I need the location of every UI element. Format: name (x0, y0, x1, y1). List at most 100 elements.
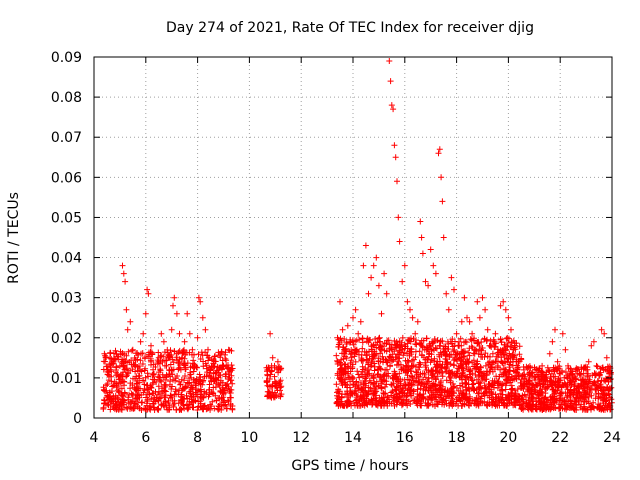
data-point (189, 346, 196, 353)
data-point (426, 378, 432, 385)
data-point (546, 368, 553, 375)
data-point (220, 394, 227, 401)
data-point (116, 376, 123, 383)
data-point (216, 405, 223, 412)
data-point (173, 406, 180, 413)
data-point (422, 278, 429, 285)
data-point (498, 387, 505, 394)
data-point (443, 290, 450, 297)
data-point (121, 389, 128, 396)
data-point (361, 378, 368, 384)
data-point (264, 366, 271, 373)
data-point (150, 390, 157, 397)
data-point (277, 366, 284, 373)
data-point (274, 358, 281, 365)
data-point (404, 368, 410, 375)
data-point (198, 388, 205, 395)
data-point (523, 394, 529, 400)
data-point (155, 398, 162, 404)
data-point (224, 397, 231, 404)
data-point (105, 402, 112, 409)
data-point (585, 373, 592, 380)
data-point (396, 355, 403, 362)
data-point (572, 401, 579, 408)
data-point (337, 298, 343, 305)
data-point (398, 402, 405, 409)
data-point (481, 335, 488, 342)
data-point (438, 378, 444, 384)
data-point (433, 387, 440, 394)
data-point (430, 262, 437, 269)
data-point (120, 363, 127, 370)
data-point (138, 399, 145, 406)
data-point (195, 294, 202, 301)
data-point (474, 339, 481, 345)
data-point (444, 351, 450, 358)
data-point (561, 374, 568, 381)
data-point (197, 391, 204, 398)
data-point (510, 337, 517, 344)
data-point (599, 397, 606, 404)
data-point (180, 360, 187, 367)
data-point (223, 357, 230, 364)
data-point (552, 326, 558, 333)
data-point (493, 373, 500, 380)
chart-title: Day 274 of 2021, Rate Of TEC Index for r… (166, 20, 534, 36)
data-point (365, 359, 372, 366)
data-point (125, 348, 132, 355)
data-point (425, 282, 432, 289)
data-point (502, 394, 509, 401)
data-point (151, 394, 158, 401)
data-point (458, 348, 465, 355)
data-point (212, 353, 219, 360)
data-point (417, 385, 424, 392)
data-point (119, 262, 126, 269)
data-point (177, 381, 184, 388)
data-point (503, 352, 510, 359)
data-point (544, 364, 551, 371)
data-point (381, 391, 387, 397)
data-point (439, 398, 446, 405)
data-point (599, 405, 606, 412)
data-point (550, 405, 557, 412)
data-point (275, 381, 282, 388)
data-point (521, 391, 528, 398)
data-point (171, 294, 178, 301)
data-point (370, 262, 377, 269)
data-point (267, 371, 274, 378)
data-point (110, 355, 117, 362)
data-point (501, 366, 507, 373)
data-point (418, 234, 425, 241)
data-point (428, 346, 435, 353)
data-point (465, 402, 472, 408)
data-point (575, 382, 582, 389)
data-point (550, 396, 557, 402)
data-point (370, 375, 377, 382)
data-point (158, 330, 165, 337)
data-point (491, 338, 498, 345)
data-point (135, 373, 142, 380)
data-point (488, 386, 495, 393)
data-point (562, 400, 568, 407)
data-point (373, 254, 380, 261)
data-point (192, 362, 198, 369)
data-point (494, 346, 501, 353)
data-point (109, 358, 116, 365)
data-point (451, 347, 458, 353)
data-point (339, 326, 346, 333)
data-point (384, 393, 391, 400)
data-point (570, 389, 577, 396)
data-point (484, 368, 491, 375)
data-point (163, 404, 170, 410)
data-point (416, 359, 423, 366)
data-point (141, 355, 148, 362)
data-point (464, 358, 471, 365)
data-point (482, 306, 489, 313)
data-point (368, 348, 375, 355)
data-point (123, 306, 130, 313)
data-point (356, 402, 363, 409)
data-point (337, 360, 344, 367)
data-point (197, 356, 204, 362)
data-point (365, 384, 372, 391)
data-point (140, 330, 147, 337)
